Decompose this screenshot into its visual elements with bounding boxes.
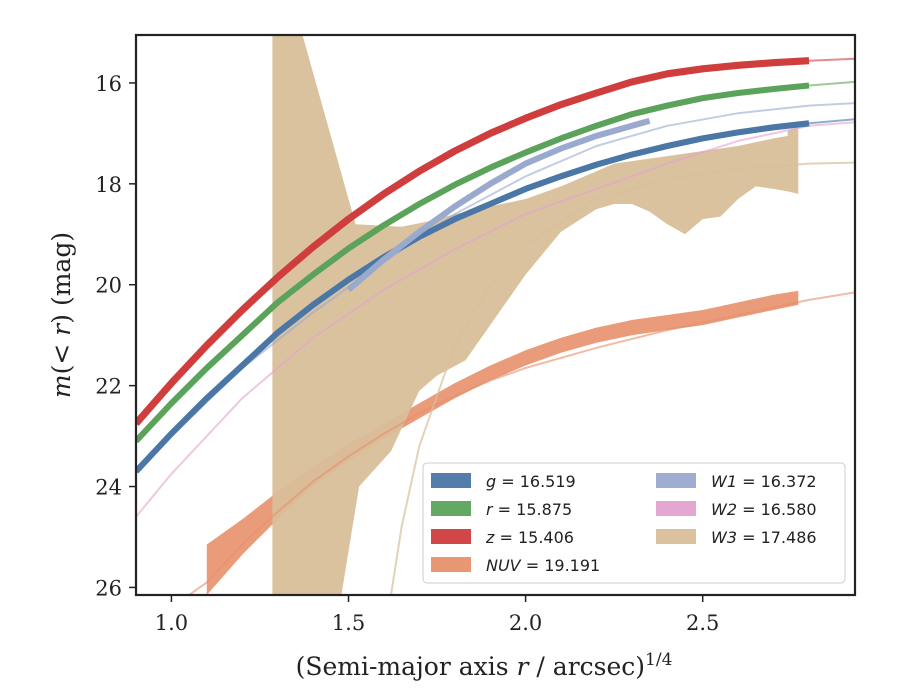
- x-tick-label: 1.0: [155, 611, 188, 635]
- w1-curve: [346, 117, 651, 293]
- legend-label-w3: W3 = 17.486: [711, 528, 817, 547]
- legend-swatch-w2: [656, 501, 696, 516]
- legend-swatch-nuv: [431, 557, 471, 572]
- x-axis: 1.0 1.5 2.0 2.5: [155, 595, 719, 635]
- r-curve: [136, 82, 810, 444]
- y-tick-label: 16: [95, 72, 122, 96]
- y-tick-label: 22: [95, 375, 122, 399]
- legend: g = 16.519 r = 15.875 z = 15.406 NUV = 19.1…: [422, 462, 846, 584]
- z-curve: [136, 57, 810, 426]
- plot-frame: [134, 33, 857, 597]
- legend-frame: [422, 462, 846, 584]
- legend-swatch-w1: [656, 473, 696, 488]
- legend-swatch-g: [431, 473, 471, 488]
- w2-model-curve: [136, 121, 855, 518]
- legend-label-z: z = 15.406: [485, 528, 574, 547]
- legend-label-w1: W1 = 16.372: [711, 472, 817, 491]
- plot-area: [136, 35, 855, 595]
- legend-swatch-z: [431, 529, 471, 544]
- data-curves: [136, 57, 810, 474]
- x-axis-label: (Semi-major axis r / arcsec)1/4: [296, 650, 673, 681]
- legend-swatch-r: [431, 501, 471, 516]
- x-tick-label: 2.5: [686, 611, 719, 635]
- x-tick-label: 2.0: [509, 611, 542, 635]
- uncertainty-bands: [206, 35, 799, 595]
- y-tick-label: 18: [95, 173, 122, 197]
- w3-band: [272, 35, 799, 595]
- nuv-model-curve: [188, 291, 855, 595]
- w3-model-curve: [390, 161, 855, 595]
- g-curve: [136, 120, 810, 474]
- y-axis: 16 18 20 22 24 26: [95, 72, 136, 600]
- legend-label-g: g = 16.519: [486, 472, 576, 491]
- legend-label-w2: W2 = 16.580: [711, 500, 817, 519]
- y-tick-label: 26: [95, 576, 122, 600]
- y-tick-label: 20: [95, 274, 122, 298]
- y-tick-label: 24: [95, 476, 122, 500]
- y-axis-label: m(< r) (mag): [47, 232, 76, 398]
- legend-label-nuv: NUV = 19.191: [486, 556, 600, 575]
- legend-swatch-w3: [656, 529, 696, 544]
- x-tick-label: 1.5: [332, 611, 365, 635]
- legend-label-r: r = 15.875: [486, 500, 572, 519]
